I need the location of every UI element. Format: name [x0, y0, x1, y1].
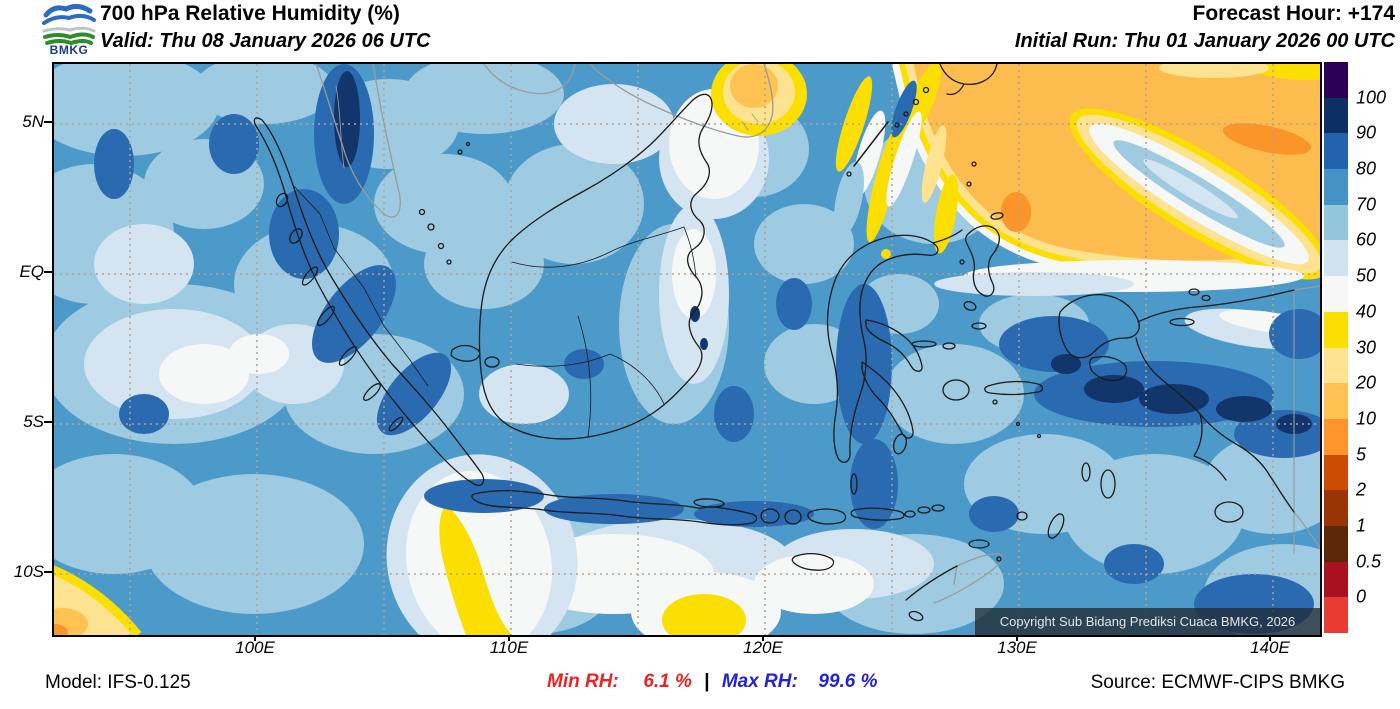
- colorbar-tick-label: 1: [1356, 515, 1367, 536]
- colorbar-tick-label: 0.5: [1356, 551, 1382, 572]
- colorbar-segment: [1324, 311, 1348, 348]
- colorbar-segment: [1324, 490, 1348, 526]
- colorbar-segment: [1324, 240, 1348, 277]
- colorbar-tick-label: 50: [1356, 265, 1377, 286]
- y-axis-label: 5N: [22, 112, 44, 131]
- colorbar-segment: [1324, 454, 1348, 491]
- colorbar-segment: [1324, 525, 1348, 562]
- initial-run-label: Initial Run: Thu 01 January 2026 00 UTC: [1014, 30, 1395, 52]
- colorbar-tick-label: 0: [1356, 586, 1367, 607]
- minmax-readout: Min RH: 6.1 % | Max RH: 99.6 %: [547, 671, 878, 693]
- y-axis-label: 10S: [13, 562, 44, 581]
- colorbar-tick-label: 60: [1356, 229, 1377, 250]
- colorbar-tick-label: 70: [1356, 194, 1377, 215]
- colorbar-tick-label: 20: [1356, 372, 1377, 393]
- y-axis-tick: [44, 571, 52, 573]
- page-title: 700 hPa Relative Humidity (%): [100, 2, 400, 25]
- y-axis-tick: [44, 271, 52, 273]
- colorbar-segment: [1324, 62, 1348, 98]
- rh-contour-map: [54, 64, 1320, 635]
- colorbar-tick-label: 5: [1356, 444, 1367, 465]
- x-axis-label: 120E: [743, 638, 783, 657]
- x-axis-label: 130E: [997, 638, 1037, 657]
- y-axis-tick: [44, 121, 52, 123]
- colorbar-tick-label: 90: [1356, 122, 1377, 143]
- max-rh-label: Max RH:: [721, 671, 798, 692]
- colorbar-tick-label: 2: [1356, 479, 1367, 500]
- x-axis-label: 140E: [1250, 638, 1290, 657]
- colorbar-tick-label: 10: [1356, 408, 1377, 429]
- copyright-strip: Copyright Sub Bidang Prediksi Cuaca BMKG…: [975, 608, 1320, 635]
- y-axis-tick: [44, 421, 52, 423]
- x-axis-tick: [762, 635, 764, 641]
- min-rh-label: Min RH:: [547, 671, 619, 692]
- colorbar-tick-label: 80: [1356, 158, 1377, 179]
- colorbar-segment: [1324, 169, 1348, 205]
- colorbar-segment: [1324, 204, 1348, 241]
- colorbar-labels: 100 90 80 70 60 50 40 30 20 10 5 2 1 0.5 0: [1356, 62, 1400, 633]
- x-axis-tick: [1016, 635, 1018, 641]
- colorbar-tick-label: 100: [1356, 87, 1387, 108]
- rh-fill-90-100: [334, 71, 1312, 434]
- colorbar-segment: [1324, 597, 1348, 633]
- min-rh-value: 6.1 %: [643, 671, 692, 692]
- x-axis-tick: [1269, 635, 1271, 641]
- model-label: Model: IFS-0.125: [45, 672, 191, 693]
- map-frame: Copyright Sub Bidang Prediksi Cuaca BMKG…: [52, 62, 1322, 637]
- colorbar-segment: [1324, 383, 1348, 419]
- colorbar: [1324, 62, 1348, 633]
- coastlines: [253, 64, 1295, 622]
- valid-time-label: Valid: Thu 08 January 2026 06 UTC: [100, 30, 431, 52]
- max-rh-value: 99.6 %: [818, 671, 878, 692]
- colorbar-segment: [1324, 133, 1348, 170]
- x-axis-tick: [508, 635, 510, 641]
- x-axis-tick: [254, 635, 256, 641]
- forecast-hour-label: Forecast Hour: +174: [1192, 2, 1396, 25]
- source-label: Source: ECMWF-CIPS BMKG: [1090, 672, 1345, 693]
- colorbar-segment: [1324, 561, 1348, 598]
- colorbar-tick-label: 30: [1356, 337, 1377, 357]
- colorbar-segment: [1324, 418, 1348, 455]
- x-axis-label: 110E: [489, 638, 529, 657]
- colorbar-tick-label: 40: [1356, 301, 1377, 322]
- bmkg-logo-label: BMKG: [49, 43, 89, 57]
- foreign-coastlines: [315, 64, 1320, 604]
- colorbar-segment: [1324, 97, 1348, 134]
- colorbar-segment: [1324, 276, 1348, 312]
- colorbar-segment: [1324, 347, 1348, 384]
- y-axis-label: 5S: [23, 412, 44, 431]
- dry-zone-northeast: [711, 64, 1320, 296]
- minmax-separator: |: [704, 671, 710, 692]
- bmkg-logo-icon: [42, 3, 96, 46]
- x-axis-label: 100E: [235, 638, 275, 657]
- y-axis-label: EQ: [19, 262, 44, 281]
